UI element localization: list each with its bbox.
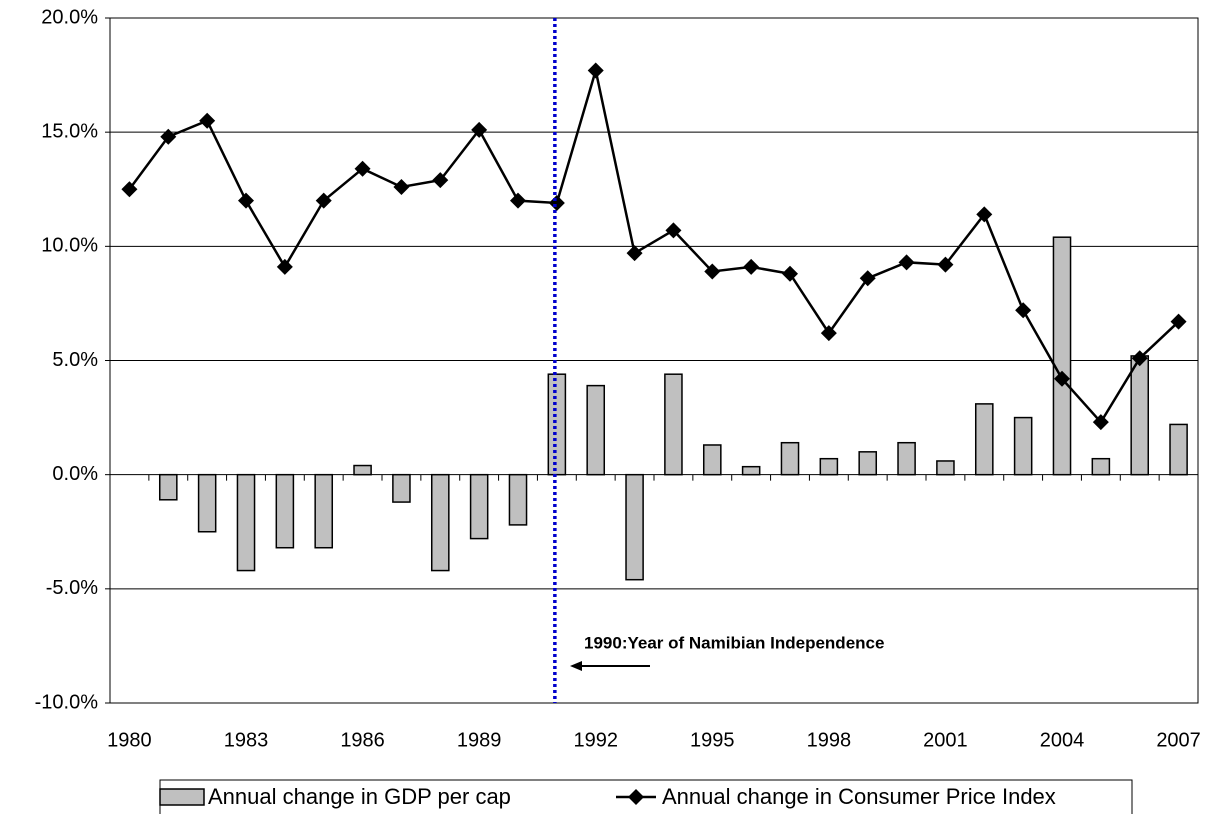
point (1170, 313, 1187, 330)
point (548, 194, 565, 211)
legend-label: Annual change in GDP per cap (208, 784, 511, 809)
bar (547, 373, 567, 476)
bar (1091, 457, 1111, 476)
x-tick-label: 1983 (224, 729, 269, 751)
bar (897, 441, 916, 476)
bar (974, 403, 994, 476)
x-tick-label: 1986 (340, 729, 385, 751)
bar (469, 473, 489, 540)
point (121, 181, 138, 198)
x-tick-label: 1989 (457, 729, 502, 751)
bar (741, 465, 761, 476)
bar (236, 473, 256, 572)
plot-border (109, 17, 1199, 704)
point (587, 62, 604, 79)
x-tick-label: 1995 (690, 729, 735, 751)
y-tick-label: 15.0% (41, 120, 98, 142)
y-tick-label: 10.0% (41, 235, 98, 257)
bar (275, 473, 295, 549)
bar (353, 464, 372, 476)
point (782, 265, 798, 282)
point (1015, 302, 1032, 319)
bar (1013, 416, 1033, 476)
point (432, 172, 449, 189)
x-tick-label: 1992 (573, 729, 618, 751)
point (820, 325, 837, 342)
y-tick-label: 20.0% (41, 6, 98, 28)
point (704, 263, 721, 280)
bar (780, 441, 800, 476)
point (199, 112, 216, 129)
point (859, 270, 876, 287)
legend-swatch (159, 788, 205, 806)
x-tick-label: 2004 (1040, 729, 1085, 751)
point (976, 206, 993, 223)
x-tick-label: 2007 (1156, 729, 1201, 751)
point (743, 258, 760, 275)
legend-swatch (628, 789, 644, 805)
point (471, 121, 488, 138)
point (937, 256, 954, 273)
point (1131, 350, 1148, 367)
bar (1169, 423, 1188, 476)
annotation-arrow (570, 661, 650, 671)
bar (625, 473, 644, 581)
point (315, 192, 332, 209)
legend-label: Annual change in Consumer Price Index (662, 784, 1056, 809)
bar (197, 473, 217, 533)
bar (314, 473, 334, 549)
point (393, 178, 410, 195)
bar (392, 473, 411, 503)
point (1092, 414, 1109, 431)
bar (1052, 236, 1072, 476)
bar (858, 451, 878, 476)
y-tick-label: -10.0% (35, 691, 99, 713)
x-tick-label: 1980 (107, 729, 152, 751)
bar (158, 473, 178, 501)
bar (936, 460, 955, 476)
y-tick-label: 5.0% (52, 349, 98, 371)
point (665, 222, 682, 239)
point (626, 245, 643, 262)
x-tick-label: 2001 (923, 729, 968, 751)
line (128, 70, 1180, 425)
point (160, 128, 177, 145)
annotation: 1990:Year of Namibian Independence (584, 633, 884, 652)
bar (664, 373, 683, 476)
bar (819, 457, 839, 476)
y-tick-label: 0.0% (52, 463, 98, 485)
point (238, 192, 254, 209)
y-tick-label: -5.0% (46, 577, 98, 599)
bar (586, 384, 606, 476)
point (1054, 370, 1070, 387)
bar (1130, 355, 1150, 476)
point (510, 192, 526, 209)
point (898, 254, 915, 271)
bar (508, 473, 528, 526)
bar (430, 473, 450, 572)
point (354, 160, 371, 177)
bar (702, 444, 722, 476)
point (276, 258, 293, 275)
x-tick-label: 1998 (807, 729, 852, 751)
